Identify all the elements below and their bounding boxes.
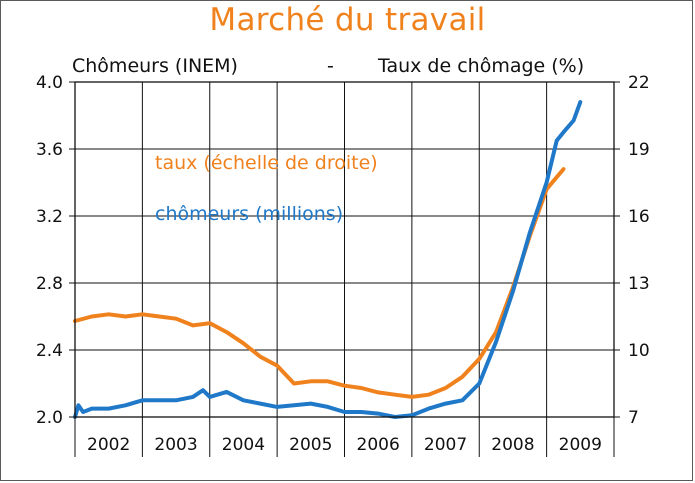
x-tick-label: 2002 [87,435,130,455]
x-tick-label: 2009 [559,435,602,455]
left-tick-label: 2.0 [36,408,63,428]
x-tick-label: 2004 [222,435,265,455]
x-tick-label: 2006 [357,435,400,455]
left-tick-label: 3.6 [36,140,63,160]
left-tick-label: 3.2 [36,207,63,227]
left-axis-title: Chômeurs (INEM) [72,55,238,77]
x-tick-label: 2007 [424,435,467,455]
right-tick-label: 22 [628,73,650,93]
right-tick-label: 16 [628,207,650,227]
x-tick-label: 2003 [154,435,197,455]
axis-title-separator: - [327,55,334,77]
x-tick-label: 2008 [491,435,534,455]
chart-title: Marché du travail [209,2,486,38]
chomeurs-line [73,100,583,419]
right-tick-label: 10 [628,341,650,361]
legend: taux (échelle de droite) chômeurs (millio… [155,152,378,225]
gridlines [75,82,614,417]
legend-label-chomeurs: chômeurs (millions) [155,203,343,225]
left-tick-label: 2.8 [36,274,63,294]
x-tick-label: 2005 [289,435,332,455]
right-tick-label: 7 [628,408,639,428]
left-tick-label: 2.4 [36,341,63,361]
legend-label-taux: taux (échelle de droite) [155,152,378,174]
taux-line [73,167,566,399]
right-axis-title: Taux de chômage (%) [378,55,585,77]
right-tick-label: 19 [628,140,650,160]
series-lines [73,100,583,419]
axis-ticks: 4.0 3.6 3.2 2.8 2.4 2.0 22 19 16 13 10 7 2002 2003 200… [36,73,650,457]
left-tick-label: 4.0 [36,73,63,93]
right-tick-label: 13 [628,274,650,294]
